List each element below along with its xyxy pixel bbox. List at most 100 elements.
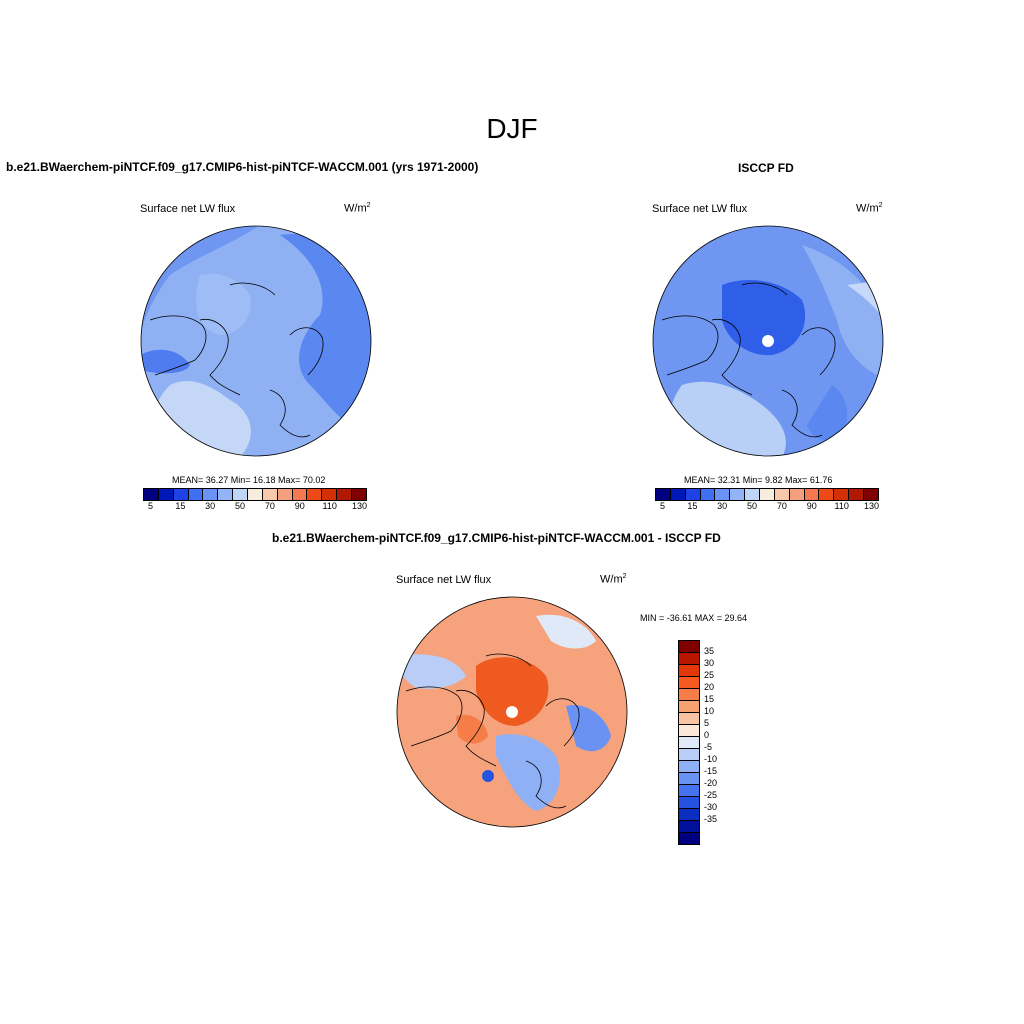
colorbar-tick-label: 30 — [205, 501, 216, 511]
colorbar-swatch — [679, 809, 699, 821]
panel-left-stats: MEAN= 36.27 Min= 16.18 Max= 70.02 — [172, 475, 326, 485]
colorbar-tick-label: 15 — [704, 694, 715, 704]
colorbar-swatch — [834, 489, 850, 500]
panel-right-title: ISCCP FD — [738, 161, 794, 175]
map-diff-region — [476, 657, 549, 726]
colorbar-swatch — [679, 749, 699, 761]
map-diff-pole-gap — [506, 706, 518, 718]
colorbar-swatch — [670, 489, 686, 500]
colorbar-swatch — [262, 489, 278, 500]
colorbar-swatch — [679, 821, 699, 833]
map-left — [140, 225, 372, 457]
colorbar-swatch — [804, 489, 820, 500]
map-right-region — [807, 385, 848, 441]
map-diff-region — [456, 714, 488, 744]
colorbar-swatch — [760, 489, 775, 500]
colorbar-swatch — [685, 489, 701, 500]
colorbar-tick-label: -10 — [704, 754, 718, 764]
colorbar-swatch — [730, 489, 746, 500]
map-right-region — [722, 280, 806, 356]
colorbar-swatch — [715, 489, 731, 500]
colorbar-swatch — [679, 761, 699, 773]
panel-diff-stats: MIN = -36.61 MAX = 29.64 — [640, 613, 748, 623]
panel-left-variable: Surface net LW flux — [140, 203, 236, 215]
colorbar-swatch — [277, 489, 293, 500]
colorbar-tick-label: 10 — [704, 706, 715, 716]
colorbar-tick-label: -20 — [704, 778, 718, 788]
colorbar-swatch — [700, 489, 716, 500]
panel-right-unit: W/m2 — [856, 202, 883, 215]
panel-left-unit: W/m2 — [344, 202, 371, 215]
panel-right-variable: Surface net LW flux — [652, 203, 748, 215]
colorbar-tick-label: 15 — [175, 501, 186, 511]
colorbar-tick-label: 5 — [147, 501, 153, 511]
colorbar-tick-label: -5 — [704, 742, 713, 752]
colorbar-tick-label: 20 — [704, 682, 715, 692]
colorbar-tick-label: -15 — [704, 766, 718, 776]
map-right-pole-gap — [762, 335, 774, 347]
colorbar-left: 5 15 30 50 70 90 110 130 — [143, 488, 367, 513]
colorbar-swatch — [849, 489, 865, 500]
colorbar-swatch — [218, 489, 234, 500]
colorbar-tick-label: 110 — [834, 501, 849, 511]
colorbar-swatch — [248, 489, 263, 500]
colorbar-tick-label: 130 — [352, 501, 368, 511]
colorbar-swatch — [864, 489, 878, 500]
colorbar-swatch — [819, 489, 835, 500]
panel-left-title: b.e21.BWaerchem-piNTCF.f09_g17.CMIP6-his… — [6, 160, 479, 174]
colorbar-tick-label: 90 — [806, 501, 817, 511]
map-left-coastlines — [149, 282, 324, 438]
map-left-region — [280, 234, 371, 435]
colorbar-swatch — [144, 489, 159, 500]
map-diff-coastlines — [405, 653, 580, 809]
colorbar-swatch — [679, 833, 699, 844]
colorbar-swatch — [158, 489, 174, 500]
colorbar-swatch — [679, 641, 699, 653]
colorbar-swatch — [337, 489, 353, 500]
colorbar-swatch — [679, 665, 699, 677]
colorbar-tick-label: -35 — [704, 814, 718, 824]
colorbar-tick-label: 50 — [235, 501, 246, 511]
map-diff-region — [496, 734, 560, 811]
colorbar-tick-label: 30 — [704, 658, 715, 668]
colorbar-swatch — [233, 489, 249, 500]
page-title: DJF — [486, 113, 538, 144]
colorbar-tick-label: 70 — [776, 501, 787, 511]
panel-diff-title: b.e21.BWaerchem-piNTCF.f09_g17.CMIP6-his… — [272, 531, 721, 545]
colorbar-swatch — [789, 489, 805, 500]
colorbar-diff-labels: 35 30 25 20 15 10 5 0 -5 -10 -15 -20 -25 -30 -35 — [704, 640, 734, 830]
colorbar-swatch — [307, 489, 323, 500]
map-diff-region — [536, 614, 596, 649]
colorbar-tick-label: 5 — [704, 718, 710, 728]
colorbar-tick-label: 110 — [322, 501, 337, 511]
colorbar-tick-label: 25 — [704, 670, 715, 680]
colorbar-swatch — [188, 489, 204, 500]
colorbar-swatch — [322, 489, 338, 500]
colorbar-tick-label: 5 — [659, 501, 665, 511]
map-right-coastlines — [661, 282, 836, 438]
colorbar-diff — [678, 640, 700, 845]
panel-diff-variable: Surface net LW flux — [396, 574, 492, 586]
map-right-border — [652, 225, 884, 457]
colorbar-swatch — [745, 489, 761, 500]
colorbar-swatch — [173, 489, 189, 500]
colorbar-swatch — [292, 489, 308, 500]
colorbar-swatch — [679, 653, 699, 665]
colorbar-tick-label: 50 — [747, 501, 758, 511]
colorbar-swatch — [203, 489, 219, 500]
map-diff-border — [396, 596, 628, 828]
colorbar-swatch — [679, 725, 699, 737]
colorbar-swatch — [679, 737, 699, 749]
colorbar-swatch — [679, 713, 699, 725]
map-diff-region — [566, 705, 611, 752]
colorbar-tick-label: -25 — [704, 790, 718, 800]
panel-diff-unit: W/m2 — [600, 573, 627, 586]
map-right — [652, 225, 884, 457]
colorbar-swatch — [656, 489, 671, 500]
colorbar-swatch — [679, 701, 699, 713]
colorbar-tick-label: 90 — [294, 501, 305, 511]
map-diff — [396, 596, 628, 828]
colorbar-swatch — [774, 489, 790, 500]
colorbar-swatch — [679, 677, 699, 689]
map-diff-region — [397, 654, 466, 689]
